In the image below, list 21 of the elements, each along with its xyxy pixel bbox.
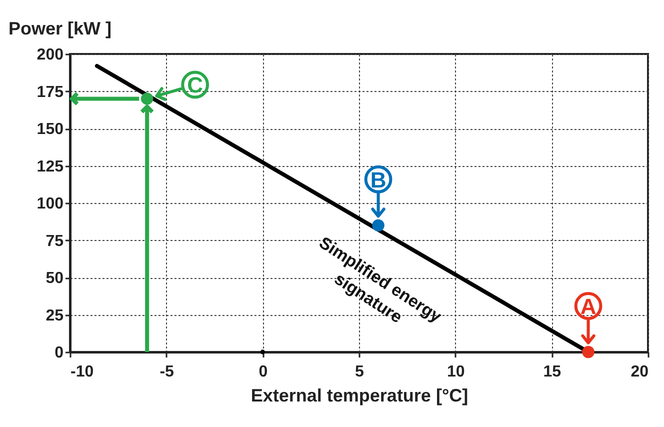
y-tick-label: 100 <box>36 196 64 212</box>
y-tick-label: 175 <box>36 84 64 101</box>
x-tick-label: 0 <box>258 364 268 380</box>
series-label: B <box>370 167 386 192</box>
x-tick-label: 5 <box>355 364 364 380</box>
x-tick-label: 20 <box>630 364 649 380</box>
y-tick-label: 200 <box>36 46 64 64</box>
x-tick-label: 10 <box>446 364 465 380</box>
y-tick-label: 125 <box>36 158 64 176</box>
legend-label: C <box>187 72 204 98</box>
y-tick-label: 50 <box>46 270 64 287</box>
y-axis-title: Power [kW ] <box>8 18 112 38</box>
series-label: A <box>580 294 596 319</box>
x-tick-label: 15 <box>543 364 562 380</box>
y-tick-label: 25 <box>46 307 64 324</box>
y-tick-label: 0 <box>54 344 64 362</box>
y-tick-label: 150 <box>36 121 64 138</box>
y-tick-label: 75 <box>46 232 64 250</box>
x-tick-label: -5 <box>160 364 174 380</box>
x-axis-title: External temperature [°C] <box>250 386 468 406</box>
x-tick-label: -10 <box>70 364 94 380</box>
